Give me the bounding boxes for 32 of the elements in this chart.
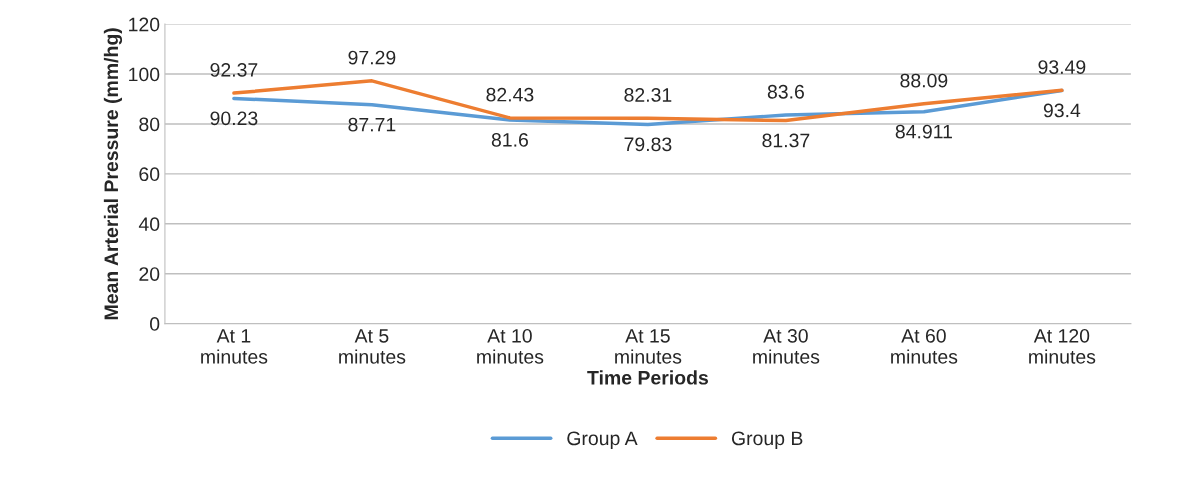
data-label: 84.911 [895, 124, 952, 139]
y-tick-label: 120 [129, 17, 160, 32]
y-tick-label: 40 [138, 217, 160, 232]
x-tick-label: At 30 minutes [753, 328, 820, 364]
data-label: 79.83 [624, 137, 672, 152]
y-tick-label: 80 [139, 117, 160, 132]
data-label: 83.6 [767, 84, 804, 99]
data-label: 81.37 [762, 133, 810, 148]
x-tick-label: At 120 minutes [1029, 328, 1096, 364]
data-label: 82.31 [624, 88, 672, 102]
x-tick-label: At 15 minutes [615, 329, 682, 364]
data-label: 93.49 [1038, 60, 1086, 74]
y-axis-title: Mean Arterial Pressure (mm/hg) [103, 28, 123, 320]
data-label: 93.4 [1043, 103, 1081, 118]
legend-label: Group A [567, 431, 638, 450]
y-tick-label: 0 [150, 317, 160, 331]
data-label: 81.6 [491, 132, 528, 147]
x-tick-label: At 60 minutes [891, 328, 958, 364]
x-tick-label: At 1 minutes [201, 329, 268, 364]
x-tick-label: At 5 minutes [339, 329, 406, 364]
data-label: 87.71 [348, 117, 396, 132]
data-label: 97.29 [348, 50, 396, 65]
y-tick-label: 100 [129, 67, 160, 82]
legend-label: Group B [731, 431, 803, 450]
data-label: 88.09 [900, 73, 948, 88]
y-tick-label: 20 [139, 267, 160, 281]
x-tick-label: At 10 minutes [477, 328, 544, 364]
data-label: 82.43 [486, 87, 534, 102]
data-label: 90.23 [210, 111, 258, 126]
data-label: 92.37 [210, 62, 258, 77]
x-axis-title: Time Periods [587, 370, 708, 385]
y-tick-label: 60 [139, 167, 160, 182]
